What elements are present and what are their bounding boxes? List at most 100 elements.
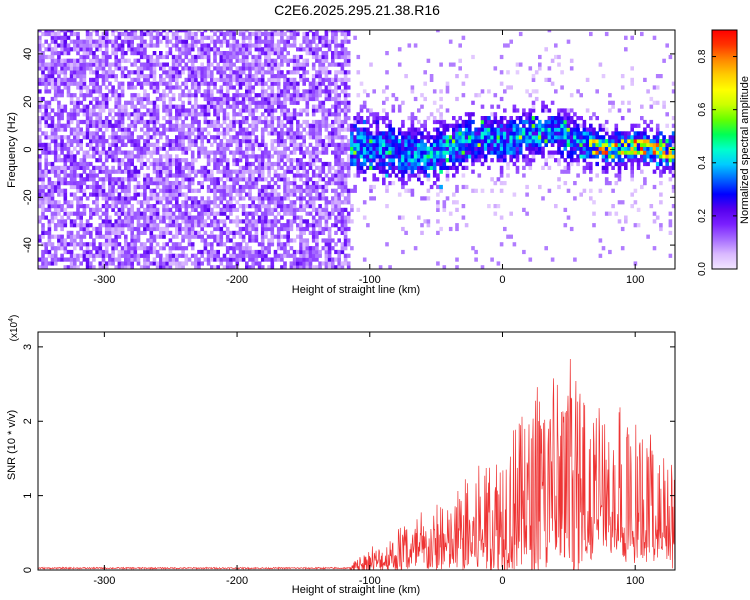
heatmap-cell [254,93,259,98]
heatmap-cell [257,261,262,266]
heatmap-cell [203,223,208,228]
heatmap-cell [63,238,68,243]
heatmap-cell [296,261,300,266]
heatmap-cell [187,131,192,136]
heatmap-cell [292,43,297,48]
heatmap-cell [426,173,431,178]
heatmap-cell [190,150,195,155]
heatmap-cell [340,161,345,167]
heatmap-cell [184,158,189,163]
heatmap-cell [175,146,179,151]
heatmap-cell [219,89,224,94]
heatmap-cell [146,204,150,209]
heatmap-cell [53,131,58,136]
heatmap-cell [254,58,259,63]
heatmap-cell [254,47,259,52]
heatmap-cell [346,51,351,56]
heatmap-cell [225,131,230,136]
heatmap-cell [267,35,271,40]
heatmap-cell [206,223,211,228]
heatmap-cell [184,93,189,98]
heatmap-cell [168,207,173,212]
heatmap-cell [130,51,134,56]
heatmap-cell [372,142,376,147]
heatmap-cell [82,211,87,216]
heatmap-cell [401,158,405,163]
heatmap-cell [184,219,189,224]
heatmap-cell [343,96,348,102]
heatmap-cell [133,93,138,98]
heatmap-cell [324,204,329,209]
heatmap-cell [331,112,335,117]
heatmap-cell [133,127,138,132]
heatmap-cell [69,261,74,266]
heatmap-cell [117,119,122,125]
heatmap-cell [41,234,45,239]
heatmap-cell [318,150,322,155]
heatmap-cell [104,54,109,60]
heatmap-cell [292,177,297,182]
heatmap-cell [299,238,303,243]
heatmap-cell [63,265,68,269]
heatmap-cell [101,169,106,174]
heatmap-cell [337,146,341,151]
heatmap-cell [321,104,326,109]
heatmap-cell [343,112,348,117]
heatmap-cell [283,161,287,167]
heatmap-cell [264,39,268,44]
heatmap-cell [108,81,112,86]
heatmap-cell [315,81,319,86]
heatmap-cell [232,116,236,121]
heatmap-cell [241,211,246,216]
heatmap-cell [89,192,93,197]
heatmap-cell [159,39,163,44]
heatmap-cell [311,207,316,212]
heatmap-cell [63,169,68,174]
heatmap-cell [391,104,396,109]
heatmap-cell [286,51,290,56]
heatmap-cell [171,181,176,186]
heatmap-cell [445,142,450,147]
heatmap-cell [283,77,287,82]
heatmap-cell [171,253,176,258]
heatmap-cell [254,177,259,182]
heatmap-cell [296,81,300,86]
heatmap-cell [225,161,230,167]
heatmap-cell [292,131,297,136]
heatmap-cell [82,204,87,209]
heatmap-cell [168,77,173,82]
heatmap-cell [69,169,74,174]
heatmap-cell [280,51,284,56]
heatmap-cell [311,96,316,102]
heatmap-cell [216,211,220,216]
heatmap-cell [184,192,189,197]
heatmap-cell [162,35,166,40]
heatmap-cell [60,207,64,212]
heatmap-cell [401,119,405,125]
heatmap-cell [305,119,310,125]
heatmap-cell [471,119,475,125]
heatmap-cell [302,47,306,52]
heatmap-cell [162,93,166,98]
heatmap-cell [210,47,214,52]
heatmap-cell [66,66,71,71]
heatmap-cell [162,96,166,102]
heatmap-cell [168,181,173,186]
heatmap-cell [270,93,275,98]
heatmap-cell [452,146,456,151]
heatmap-cell [260,226,265,232]
heatmap-cell [222,58,227,63]
heatmap-cell [114,238,118,243]
heatmap-cell [44,66,48,71]
heatmap-cell [410,192,415,197]
heatmap-cell [111,226,115,232]
heatmap-cell [200,169,204,174]
heatmap-cell [117,253,122,258]
heatmap-cell [76,104,80,109]
heatmap-cell [159,74,163,79]
heatmap-cell [139,150,144,155]
heatmap-cell [245,58,249,63]
heatmap-cell [47,89,52,94]
heatmap-cell [286,43,290,48]
heatmap-cell [124,66,128,71]
